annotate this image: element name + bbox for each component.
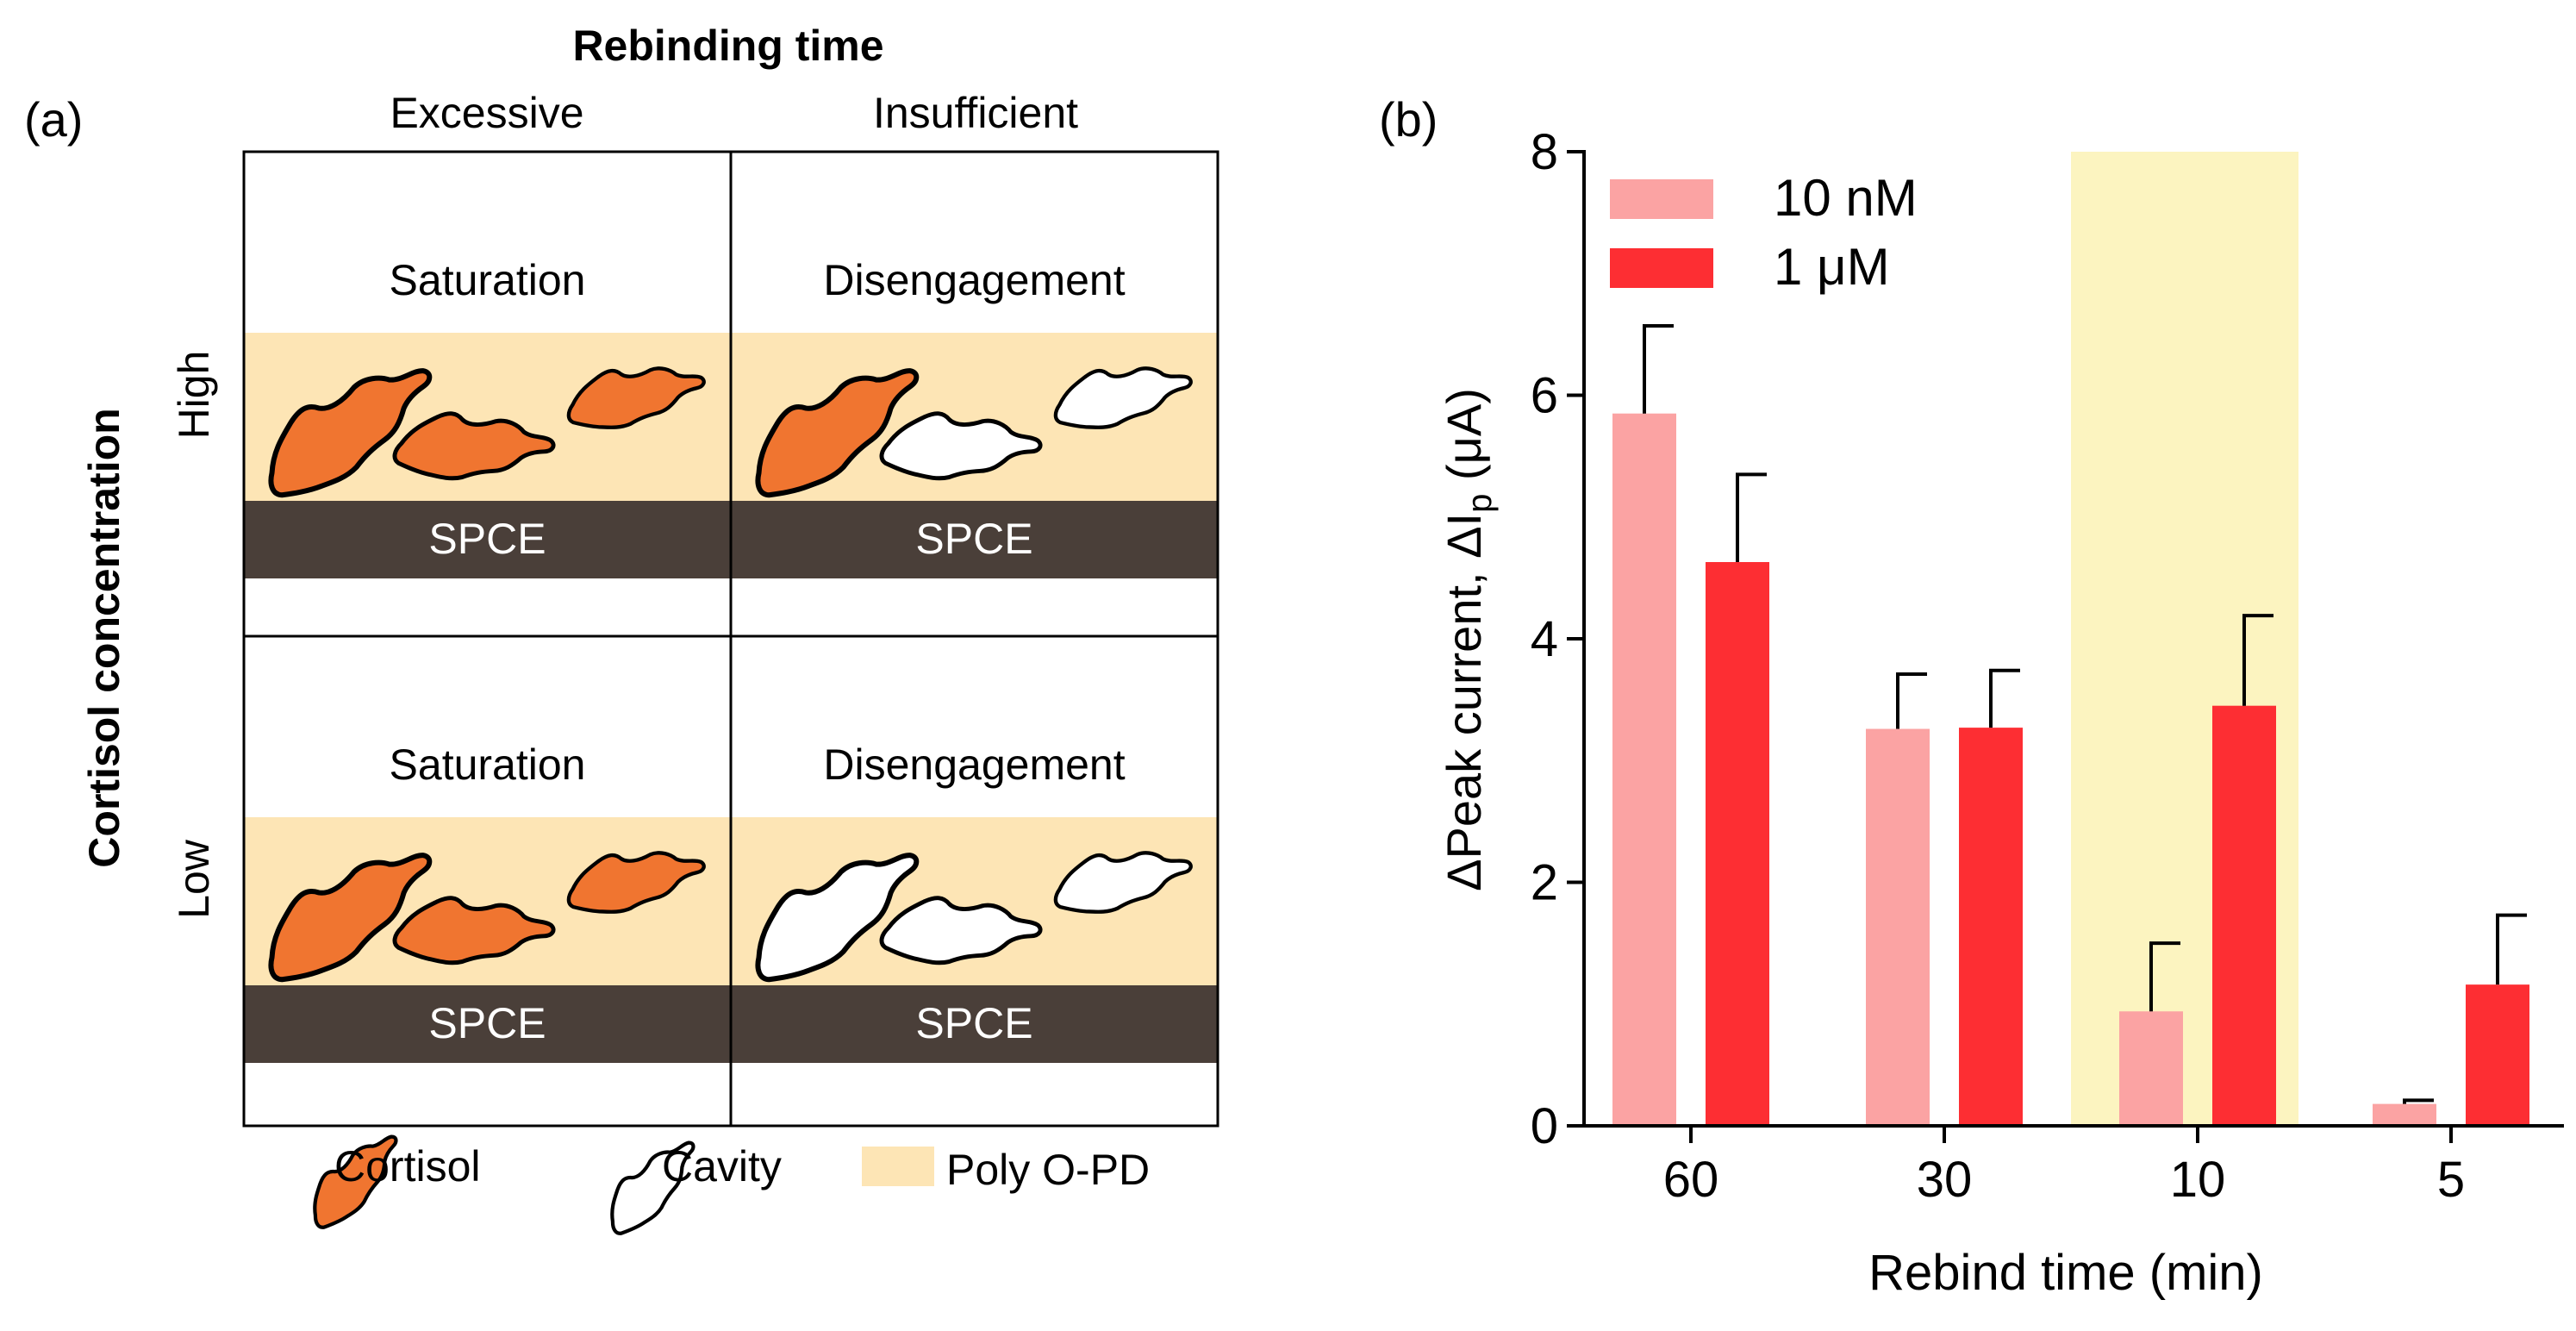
spce-electrode: [244, 985, 731, 1063]
bar-1-μM-60min: [1706, 562, 1769, 1126]
spce-label: SPCE: [428, 999, 546, 1047]
error-bar: [1736, 472, 1767, 563]
bar-10-nM-30min: [1866, 728, 1930, 1126]
bar-1-μM-10min: [2212, 705, 2276, 1126]
error-bar: [2496, 913, 2527, 985]
bar-1-μM-30min: [1959, 728, 2023, 1126]
row-header-high: High: [170, 351, 218, 440]
x-tick-label: 60: [1663, 1152, 1719, 1208]
x-axis-label: Rebind time (min): [1868, 1245, 2263, 1301]
cell-3: Saturation SPCE: [244, 740, 731, 1063]
spce-label: SPCE: [915, 999, 1032, 1047]
legend-poly-opd-swatch: [862, 1147, 934, 1186]
y-axis-label: ΔPeak current, ΔIp (μA): [1437, 388, 1499, 891]
spce-label: SPCE: [915, 515, 1032, 563]
legend-label: 10 nM: [1774, 169, 1918, 227]
y-tick-label: 4: [1531, 611, 1558, 667]
y-tick-label: 2: [1531, 855, 1558, 911]
error-bar: [2242, 614, 2273, 706]
bar-10-nM-5min: [2373, 1103, 2436, 1126]
bar-1-μM-5min: [2466, 984, 2529, 1126]
bar-10-nM-60min: [1612, 413, 1676, 1126]
bar-10-nM-10min: [2119, 1011, 2183, 1126]
error-bar: [2149, 941, 2180, 1012]
cell-state-label: Saturation: [390, 256, 586, 304]
panel-b-bar-chart: (b) 0 2 4 6 8 60 30 10 5 Rebind time (min) ΔPeak…: [1379, 92, 2564, 1301]
error-bar: [1643, 323, 1674, 414]
error-bar: [1896, 672, 1927, 729]
spce-electrode: [731, 985, 1218, 1063]
panel-a-legend: Cortisol Cavity Poly O-PD: [297, 1135, 1150, 1235]
y-axis-label-main: ΔPeak current, ΔI: [1437, 513, 1491, 891]
row-header-low: Low: [170, 839, 218, 919]
error-bar: [2403, 1098, 2434, 1104]
legend-poly-opd-label: Poly O-PD: [946, 1146, 1150, 1194]
y-tick-label: 8: [1531, 124, 1558, 180]
panel-b-label: (b): [1379, 92, 1438, 147]
panel-a-schematic: (a) Rebinding time Excessive Insufficien…: [24, 22, 1219, 1235]
cell-1: Saturation SPCE: [244, 256, 731, 578]
row-title-cortisol-concentration: Cortisol concentration: [80, 408, 128, 867]
y-axis-label-unit: (μA): [1437, 388, 1491, 493]
col-header-insufficient: Insufficient: [873, 89, 1078, 137]
chart-legend: 10 nM 1 μM: [1610, 169, 1918, 296]
spce-label: SPCE: [428, 515, 546, 563]
legend-label: 1 μM: [1774, 238, 1890, 296]
rebinding-time-title: Rebinding time: [572, 22, 883, 70]
x-tick-label: 10: [2170, 1152, 2226, 1208]
legend-cavity-label: Cavity: [662, 1142, 782, 1190]
cell-state-label: Disengagement: [823, 256, 1125, 304]
x-tick-label: 5: [2437, 1152, 2465, 1208]
cell-4: Disengagement SPCE: [731, 740, 1218, 1063]
x-tick-label: 30: [1917, 1152, 1973, 1208]
legend-swatch: [1610, 248, 1713, 288]
error-bar: [1989, 668, 2020, 728]
cell-state-label: Disengagement: [823, 740, 1125, 789]
legend-swatch: [1610, 179, 1713, 219]
cell-state-label: Saturation: [390, 740, 586, 789]
spce-electrode: [731, 501, 1218, 578]
panel-a-label: (a): [24, 92, 83, 147]
y-tick-label: 6: [1531, 368, 1558, 424]
y-axis-label-subscript: p: [1461, 494, 1499, 513]
legend-cortisol-label: Cortisol: [334, 1142, 480, 1190]
cell-2: Disengagement SPCE: [731, 256, 1218, 578]
spce-electrode: [244, 501, 731, 578]
col-header-excessive: Excessive: [390, 89, 583, 137]
y-tick-label: 0: [1531, 1098, 1558, 1154]
